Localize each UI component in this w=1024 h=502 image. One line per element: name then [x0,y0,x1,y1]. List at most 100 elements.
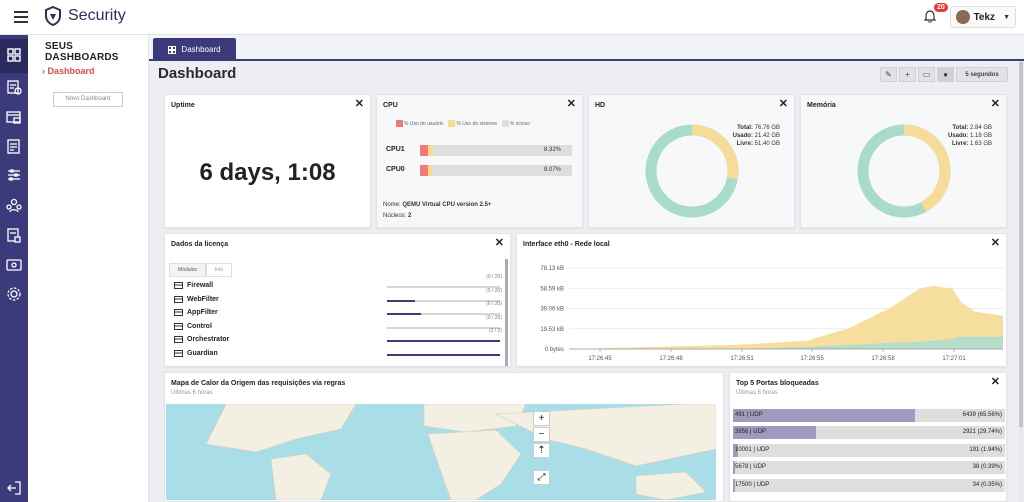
port-value: 34 (0.35%) [972,481,1002,488]
module-usage-fill [387,299,416,302]
heatmap-card: Mapa de Calor da Origem das requisições … [164,372,724,502]
plus-icon: + [905,70,910,79]
sidebar-item-dashboard[interactable]: › Dashboard [42,66,95,76]
y-tick-label: 19.53 kB [540,327,564,333]
hd-stats: Total: 76.76 GB Usado: 21.42 GB Livre: 5… [732,125,780,147]
map-land-shapes [205,404,716,500]
module-usage-bar [387,299,500,302]
clipboard-icon[interactable] [6,138,22,154]
traffic-area-series-1 [569,336,1003,349]
port-row: 17500 | UDP 34 (0.35%) [733,478,1005,492]
fullscreen-map-button[interactable]: ⤢ [533,470,550,485]
x-tick-label: 17:26:45 [588,356,612,362]
donut-used-segment [857,124,951,218]
tab-bar: Dashboard [149,35,1024,61]
control-icon [174,322,183,330]
monitor-icon: ▭ [922,70,931,79]
legend-idle: % ocioso [501,120,530,127]
module-count: (0 / 20) [486,274,502,280]
scrollbar[interactable] [505,259,508,366]
world-map[interactable] [166,404,716,500]
hd-card: HD ✕ Total: 76.76 GB Usado: 21.42 GB Liv… [588,94,795,228]
close-icon[interactable]: ✕ [778,98,788,110]
close-icon[interactable]: ✕ [494,237,504,249]
user-menu[interactable]: Tekz ▼ [950,6,1016,28]
close-icon[interactable]: ✕ [990,376,1000,388]
y-tick-label: 78.13 kB [540,266,564,272]
card-title: Top 5 Portas bloqueadas [736,380,819,387]
menu-icon[interactable] [14,11,28,23]
refresh-interval[interactable]: 5 segundos [956,67,1008,82]
card-title: Interface eth0 - Rede local [523,241,610,248]
port-bar-fill [733,443,739,457]
cpu-row-label: CPU0 [386,166,405,173]
cpu-row-label: CPU1 [386,146,405,153]
cpu-legend: % Uso do usuário % Uso do sistema % ocio… [396,120,530,127]
tab-label: Dashboard [181,45,221,54]
map-zoom-controls: + − ⇡ ⤢ [533,411,550,486]
x-tick-label: 17:26:58 [871,356,895,362]
app-logo[interactable]: Security [44,6,126,26]
zoom-in-button[interactable]: + [533,411,550,426]
network-traffic-chart: 78.13 kB 58.59 kB 39.06 kB 19.53 kB 0 bytes 1… [540,266,1003,362]
uptime-value: 6 days, 1:08 [199,159,336,186]
user-name: Tekz [973,11,996,23]
uptime-card: Uptime ✕ 6 days, 1:08 [164,94,371,228]
license-tabs: Módulos Info [169,263,233,277]
id-card-icon[interactable] [6,257,22,273]
page-scrollbar[interactable] [1019,62,1023,502]
card-title: Mapa de Calor da Origem das requisições … [171,380,346,387]
hd-donut-chart [645,124,739,218]
tab-dashboard[interactable]: Dashboard [153,38,236,61]
close-icon[interactable]: ✕ [566,98,576,110]
new-dashboard-button[interactable]: Novo Dashboard [53,92,123,107]
report-icon[interactable] [6,79,22,95]
module-usage-bar [387,286,500,288]
port-label: 3956 | UDP [735,429,766,436]
network-users-icon[interactable] [6,197,22,213]
cpu-usage-bar: 8.07% [420,165,572,176]
document-lock-icon[interactable] [6,227,22,243]
bell-icon[interactable] [924,10,936,23]
edit-icon: ✎ [885,70,892,79]
sliders-icon[interactable] [6,167,22,183]
card-title: CPU [383,102,398,109]
logout-icon[interactable] [6,480,22,496]
cpu-card: CPU ✕ % Uso do usuário % Uso do sistema … [376,94,583,228]
card-subtitle: Últimas 6 horas [171,390,213,396]
browser-icon[interactable] [6,109,22,125]
rail-item-dashboard[interactable] [0,39,28,73]
scrollbar-thumb[interactable] [1019,62,1023,427]
module-name: WebFilter [187,295,219,303]
ports-card: Top 5 Portas bloqueadas Últimas 6 horas … [729,372,1007,502]
close-icon[interactable]: ✕ [990,237,1000,249]
fullscreen-button[interactable]: ▭ [918,67,935,82]
orchestrator-icon [174,336,183,344]
reset-north-button[interactable]: ⇡ [533,443,550,458]
close-icon[interactable]: ✕ [990,98,1000,110]
legend-system: % Uso do sistema [448,120,497,127]
guardian-icon [174,350,183,357]
x-tick-label: 17:26:48 [659,356,683,362]
dashboard-toolbar: ✎ + ▭ ● 5 segundos [880,67,1008,82]
tab-modules[interactable]: Módulos [169,263,206,277]
module-usage-bar [387,326,500,329]
card-title: HD [595,102,606,109]
gear-icon[interactable] [6,286,22,302]
module-row: Guardian [174,349,218,358]
clock-button[interactable]: ● [937,67,954,82]
edit-button[interactable]: ✎ [880,67,897,82]
top-bar: Security 20 Tekz ▼ [0,0,1024,35]
clock-icon: ● [943,70,948,79]
add-widget-button[interactable]: + [899,67,916,82]
y-tick-label: 39.06 kB [540,307,564,313]
module-usage-bar [387,313,500,316]
close-icon[interactable]: ✕ [354,98,364,110]
firewall-icon [174,282,183,289]
port-row: 491 | UDP 6439 (65.56%) [733,409,1005,422]
y-tick-label: 58.59 kB [540,286,564,292]
zoom-out-button[interactable]: − [533,427,550,442]
icon-rail [0,35,28,502]
tab-info[interactable]: Info [205,263,233,277]
module-name: Control [187,322,212,330]
